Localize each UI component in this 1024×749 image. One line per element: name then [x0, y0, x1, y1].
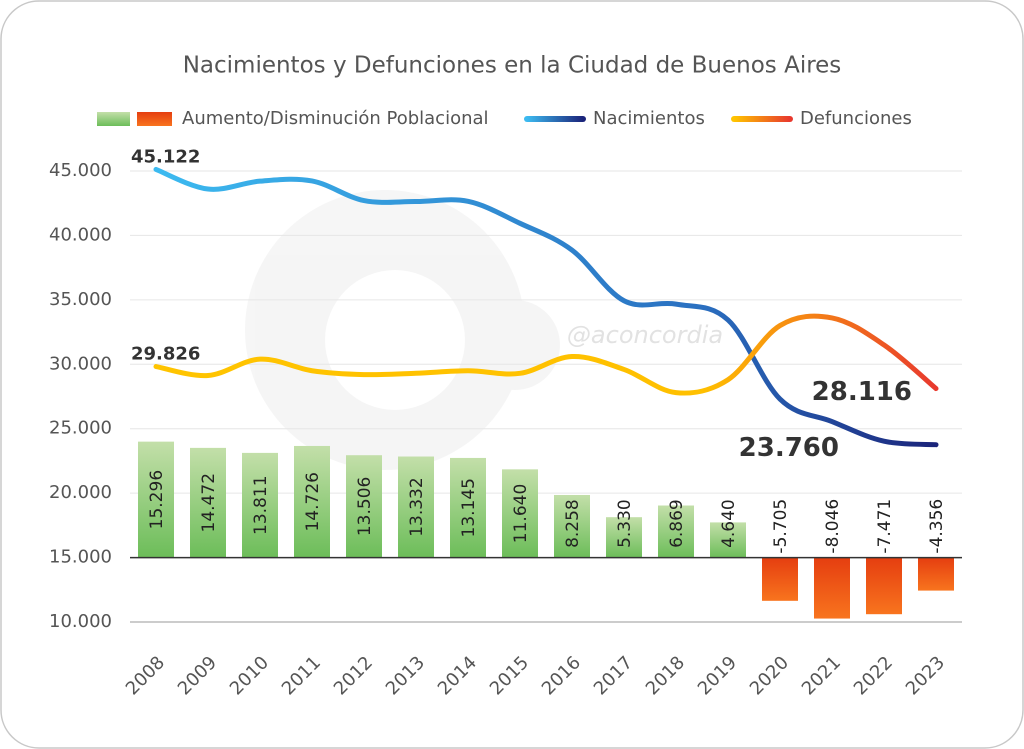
- watermark: @aconcordia: [567, 321, 723, 349]
- bar-value-label: 4.640: [719, 499, 739, 548]
- line-series: [153, 313, 939, 396]
- bar-value-label: -8.046: [823, 499, 843, 554]
- line-value-label: 29.826: [131, 344, 200, 365]
- y-tick-label: 35.000: [49, 289, 112, 310]
- bar-value-label: 14.472: [199, 473, 219, 532]
- bar-value-label: 15.296: [147, 470, 167, 529]
- legend-label: Aumento/Disminución Poblacional: [182, 108, 489, 129]
- bar: [294, 445, 330, 558]
- bar: [762, 557, 798, 601]
- line-value-label: 23.760: [739, 433, 839, 463]
- bar-value-label: 14.726: [303, 472, 323, 531]
- bar-value-label: 13.506: [355, 477, 375, 536]
- bar: [502, 469, 538, 558]
- bar-value-label: 13.332: [407, 477, 427, 536]
- bar-value-label: -7.471: [875, 499, 895, 554]
- bar: [242, 452, 278, 558]
- bar: [866, 557, 902, 615]
- bar-value-label: -4.356: [927, 499, 947, 554]
- bar: [190, 447, 226, 558]
- bar: [138, 441, 174, 558]
- bar: [346, 455, 382, 558]
- y-tick-label: 25.000: [49, 418, 112, 439]
- line-series: [153, 166, 939, 448]
- legend-label: Nacimientos: [593, 108, 705, 129]
- bar: [814, 557, 850, 619]
- bar: [710, 522, 746, 558]
- y-tick-label: 40.000: [49, 224, 112, 245]
- bar: [606, 517, 642, 558]
- bar-value-label: 8.258: [563, 499, 583, 548]
- line-value-label: 45.122: [131, 146, 200, 167]
- y-tick-label: 30.000: [49, 353, 112, 374]
- y-tick-label: 15.000: [49, 547, 112, 568]
- y-tick-label: 45.000: [49, 160, 112, 181]
- legend-label: Defunciones: [800, 108, 912, 129]
- bar: [554, 494, 590, 558]
- line-value-label: 28.116: [812, 377, 912, 407]
- bar-value-label: 11.640: [511, 484, 531, 543]
- legend-swatch: [97, 112, 130, 126]
- bar: [658, 505, 694, 558]
- bar-value-label: 13.145: [459, 478, 479, 537]
- bar: [918, 557, 954, 591]
- bar-value-label: -5.705: [771, 499, 791, 554]
- bar-value-label: 13.811: [251, 475, 271, 534]
- bar-value-label: 5.330: [615, 499, 635, 548]
- y-tick-label: 20.000: [49, 482, 112, 503]
- bar: [398, 456, 434, 558]
- bar-value-label: 6.869: [667, 499, 687, 548]
- chart-title: Nacimientos y Defunciones en la Ciudad d…: [183, 53, 842, 79]
- bar: [450, 457, 486, 558]
- y-tick-label: 10.000: [49, 611, 112, 632]
- legend-swatch: [137, 112, 172, 126]
